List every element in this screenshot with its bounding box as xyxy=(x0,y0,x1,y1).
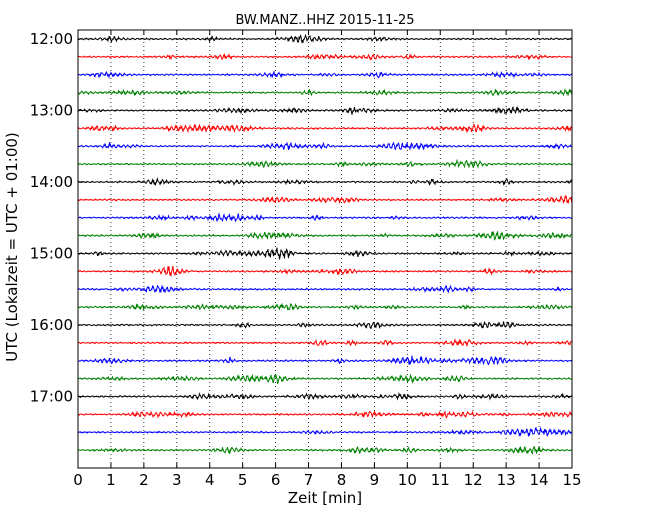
trace-line xyxy=(77,373,573,384)
plot-frame xyxy=(77,29,573,469)
x-axis: 0 1 2 3 4 5 6 7 8 9 10 11 12 13 14 15 xyxy=(73,30,582,489)
y-tick-label: 12:00 xyxy=(30,30,73,48)
trace-line xyxy=(77,284,573,294)
trace-line xyxy=(77,338,573,347)
y-axis: 12:00 13:00 14:00 15:00 16:00 17:00 xyxy=(30,30,572,405)
chart-title: BW.MANZ..HHZ 2015-11-25 xyxy=(235,13,414,28)
grid-lines xyxy=(110,30,540,468)
x-tick-label: 8 xyxy=(337,471,347,489)
x-axis-label: Zeit [min] xyxy=(288,489,362,507)
y-tick-label: 17:00 xyxy=(30,387,73,405)
x-tick-label: 12 xyxy=(464,471,483,489)
trace-line xyxy=(77,194,573,205)
x-tick-label: 7 xyxy=(304,471,314,489)
trace-line xyxy=(77,426,573,437)
x-tick-label: 6 xyxy=(271,471,281,489)
trace-line xyxy=(77,355,573,366)
trace-line xyxy=(77,247,573,260)
y-tick-label: 13:00 xyxy=(30,101,73,119)
trace-line xyxy=(77,33,573,44)
x-tick-label: 3 xyxy=(172,471,182,489)
x-tick-label: 2 xyxy=(139,471,149,489)
trace-line xyxy=(77,212,573,223)
y-tick-label: 15:00 xyxy=(30,244,73,262)
y-axis-label: UTC (Lokalzeit = UTC + 01:00) xyxy=(3,132,21,362)
trace-line xyxy=(77,321,573,330)
x-tick-label: 4 xyxy=(205,471,215,489)
y-tick-label: 14:00 xyxy=(30,173,73,191)
trace-line xyxy=(77,158,573,170)
trace-line xyxy=(77,391,573,401)
x-tick-label: 9 xyxy=(370,471,380,489)
x-tick-label: 13 xyxy=(497,471,516,489)
trace-line xyxy=(77,230,573,241)
x-tick-label: 0 xyxy=(73,471,83,489)
trace-line xyxy=(77,88,573,97)
trace-line xyxy=(77,265,573,277)
trace-line xyxy=(77,70,573,80)
trace-line xyxy=(77,446,573,455)
trace-line xyxy=(77,53,573,61)
x-tick-label: 14 xyxy=(530,471,549,489)
trace-line xyxy=(77,106,573,116)
trace-group xyxy=(77,33,573,455)
x-tick-label: 15 xyxy=(562,471,581,489)
trace-line xyxy=(77,177,573,187)
trace-line xyxy=(77,123,573,134)
x-tick-label: 11 xyxy=(431,471,450,489)
x-tick-label: 1 xyxy=(106,471,116,489)
x-tick-label: 10 xyxy=(398,471,417,489)
y-tick-label: 16:00 xyxy=(30,316,73,334)
trace-line xyxy=(77,409,573,419)
x-tick-label: 5 xyxy=(238,471,248,489)
trace-line xyxy=(77,141,572,151)
trace-line xyxy=(77,302,573,311)
